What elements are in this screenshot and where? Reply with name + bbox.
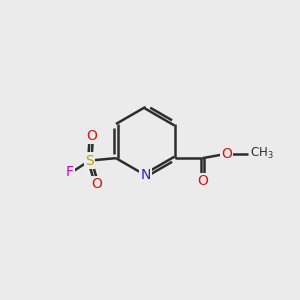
- Text: N: N: [140, 168, 151, 182]
- Text: O: O: [197, 174, 208, 188]
- Text: O: O: [91, 177, 102, 191]
- Text: CH$_3$: CH$_3$: [250, 146, 273, 161]
- Text: S: S: [85, 154, 94, 168]
- Text: F: F: [66, 165, 74, 179]
- Text: O: O: [86, 129, 97, 143]
- Text: O: O: [221, 147, 232, 161]
